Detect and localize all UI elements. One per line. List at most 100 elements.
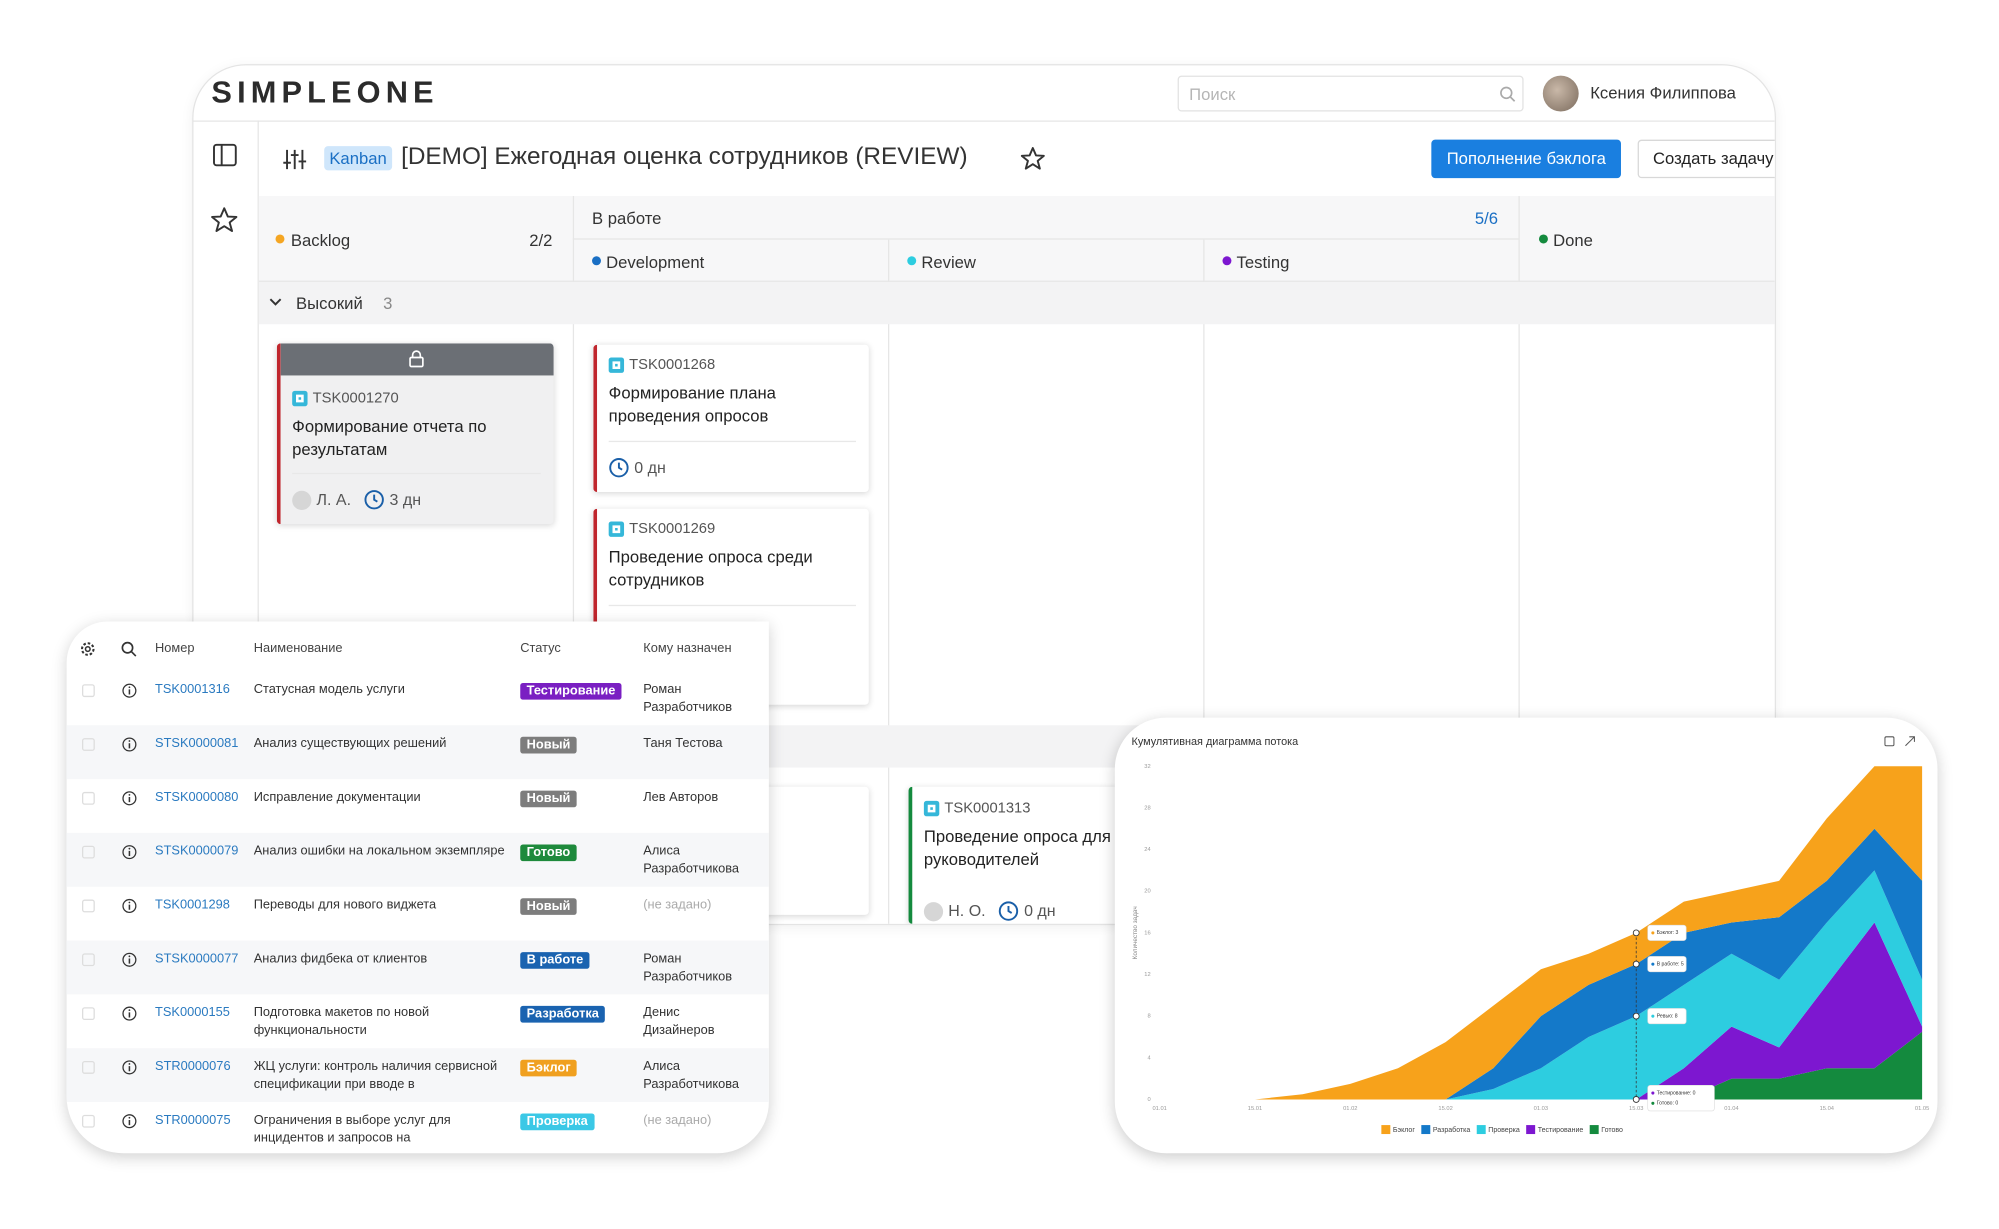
table-row[interactable]: STSK0000080 Исправление документации Новый… (67, 779, 769, 833)
column-header[interactable]: Номер (155, 641, 195, 657)
assignee: Н. О. (948, 902, 986, 921)
task-number[interactable]: TSK0001268 (629, 357, 716, 373)
header-divider (193, 120, 1775, 122)
task-number[interactable]: TSK0001269 (629, 521, 716, 537)
y-tick-label: 32 (1144, 764, 1150, 770)
tooltip-text: В работе: 5 (1657, 961, 1684, 967)
table-row[interactable]: STR0000076 ЖЦ услуги: контроль наличия се… (66, 1048, 769, 1103)
info-icon[interactable] (122, 683, 137, 698)
info-icon[interactable] (122, 791, 137, 806)
hover-dot (1632, 960, 1640, 968)
table-row[interactable]: STSK0000077 Анализ фидбека от клиентов В р… (66, 940, 769, 995)
hover-dot (1632, 1096, 1640, 1103)
tooltip-swatch (1651, 1101, 1655, 1105)
row-checkbox[interactable] (82, 1061, 95, 1074)
column-header[interactable]: Кому назначен (643, 641, 732, 657)
filter-icon[interactable] (283, 149, 307, 171)
search-box[interactable]: Поиск (1177, 75, 1524, 112)
table-row[interactable]: TSK0001316 Статусная модель услуги Тестиро… (67, 671, 769, 725)
table-row[interactable]: STSK0000081 Анализ существующих решений Но… (66, 725, 769, 780)
card-divider (608, 604, 856, 607)
task-card[interactable]: TSK0001268 Формирование плана проведения… (593, 344, 869, 493)
status-badge: Новый (520, 736, 577, 754)
task-table: Номер Наименование Статус Кому назначен … (66, 621, 769, 1154)
tooltip-text: Готово: 0 (1657, 1101, 1679, 1107)
row-checkbox[interactable] (82, 845, 95, 859)
table-row[interactable]: TSK0000155 Подготовка макетов по новой фу… (67, 994, 769, 1048)
info-icon[interactable] (122, 737, 137, 752)
search-icon[interactable] (120, 641, 137, 658)
info-icon[interactable] (122, 1060, 137, 1075)
task-number-link[interactable]: TSK0001316 (155, 682, 230, 698)
column-name: Backlog (290, 230, 351, 250)
task-number-link[interactable]: TSK0000155 (155, 1005, 230, 1021)
task-name: Подготовка макетов по новой функциональн… (253, 1005, 430, 1038)
tooltip-swatch (1651, 931, 1655, 935)
row-checkbox[interactable] (82, 738, 95, 751)
star-button[interactable] (1020, 146, 1046, 170)
task-card[interactable]: TSK0001270 Формирование отчета по резуль… (276, 343, 554, 525)
legend-label: Тестирование (1538, 1127, 1584, 1134)
task-number-link[interactable]: STSK0000077 (155, 952, 239, 967)
swimlane-header[interactable] (258, 281, 1775, 325)
task-number-link[interactable]: STR0000076 (155, 1059, 231, 1074)
status-badge: В работе (520, 952, 590, 969)
tooltip-text: Бэклог: 3 (1657, 930, 1679, 936)
info-icon[interactable] (122, 1114, 137, 1129)
table-row[interactable]: STSK0000079 Анализ ошибки на локальном эк… (66, 832, 769, 887)
y-tick-label: 8 (1148, 1014, 1151, 1020)
user-name[interactable]: Ксения Филиппова (1590, 83, 1736, 103)
task-number-link[interactable]: STSK0000079 (155, 844, 239, 859)
task-name: Анализ фидбека от клиентов (253, 952, 428, 967)
search-placeholder: Поиск (1189, 84, 1236, 104)
task-number-link[interactable]: STR0000075 (155, 1113, 231, 1128)
table-row[interactable]: TSK0001298 Переводы для нового виджета Нов… (67, 887, 769, 941)
task-icon (608, 521, 625, 537)
swimlane-count: 3 (383, 293, 393, 313)
settings-icon[interactable] (79, 641, 96, 658)
row-checkbox[interactable] (82, 791, 95, 805)
x-tick-label: 01.02 (1343, 1106, 1357, 1112)
status-badge: Новый (520, 898, 577, 915)
info-icon[interactable] (122, 898, 137, 914)
y-tick-label: 0 (1148, 1097, 1151, 1103)
hover-dot (1632, 929, 1640, 937)
row-checkbox[interactable] (82, 1114, 95, 1128)
create-task-button[interactable]: Создать задачу (1637, 139, 1775, 179)
info-icon[interactable] (122, 1006, 137, 1021)
task-number[interactable]: TSK0001313 (944, 800, 1031, 817)
logo[interactable]: SIMPLEONE (211, 75, 439, 111)
expand-icon[interactable] (1905, 736, 1915, 747)
export-icon[interactable] (1884, 736, 1895, 747)
row-checkbox[interactable] (82, 899, 95, 913)
column-header[interactable]: Наименование (253, 641, 343, 657)
clock-icon (999, 901, 1019, 921)
info-icon[interactable] (122, 952, 137, 967)
status-dot (592, 256, 601, 266)
user-avatar[interactable] (1542, 75, 1579, 112)
chevron-icon[interactable] (269, 297, 282, 307)
sidebar-toggle[interactable] (213, 143, 237, 167)
favorites-icon[interactable] (210, 206, 238, 233)
locked-bar (280, 343, 554, 376)
lock-icon (409, 350, 424, 368)
task-name: Исправление документации (253, 790, 421, 805)
refill-backlog-button[interactable]: Пополнение бэклога (1431, 139, 1622, 179)
column-header[interactable]: Статус (520, 641, 561, 657)
info-icon[interactable] (122, 844, 137, 860)
card-divider (292, 472, 541, 475)
task-age: 0 дн (634, 458, 666, 477)
area-layer (1159, 870, 1923, 1100)
row-checkbox[interactable] (82, 953, 95, 967)
row-checkbox[interactable] (82, 684, 95, 698)
task-age: 3 дн (389, 490, 422, 509)
task-number-link[interactable]: STSK0000080 (155, 790, 239, 805)
task-number-link[interactable]: STSK0000081 (155, 736, 239, 751)
column-limit: 5/6 (1474, 208, 1499, 229)
task-number[interactable]: TSK0001270 (312, 390, 399, 407)
row-checkbox[interactable] (82, 1007, 95, 1021)
task-number-link[interactable]: TSK0001298 (155, 898, 230, 913)
area-layer (1159, 828, 1923, 1100)
table-row[interactable]: STR0000075 Ограничения в выборе услуг для… (67, 1102, 769, 1153)
